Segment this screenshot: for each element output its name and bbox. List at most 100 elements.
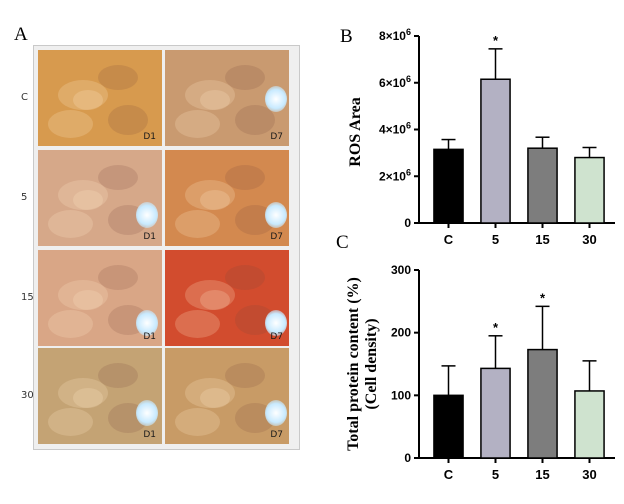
light-glare xyxy=(136,400,158,426)
cell-cluster xyxy=(200,190,230,210)
day-label: D1 xyxy=(143,232,156,242)
micrograph-tile: D1 xyxy=(38,150,162,246)
y-tick-exponent: 6 xyxy=(406,167,411,177)
cell-cluster xyxy=(98,165,138,190)
cell-cluster xyxy=(48,210,93,238)
light-glare xyxy=(265,400,287,426)
cell-cluster xyxy=(225,363,265,388)
cell-cluster xyxy=(108,105,148,135)
cell-cluster xyxy=(185,80,235,110)
cell-cluster xyxy=(98,265,138,290)
bar xyxy=(574,156,605,224)
day-label: D1 xyxy=(143,132,156,142)
bar xyxy=(574,390,605,459)
cell-cluster xyxy=(225,65,265,90)
y-axis-label: Total protein content (%) xyxy=(345,277,362,451)
day-label: D7 xyxy=(270,232,283,242)
cell-cluster xyxy=(73,90,103,110)
panel-c-letter: C xyxy=(336,232,349,253)
y-tick-label: 0 xyxy=(404,216,411,230)
cell-cluster xyxy=(175,310,220,338)
bar xyxy=(527,147,558,224)
y-tick-label: 2×106 xyxy=(379,167,411,183)
light-glare xyxy=(265,310,287,336)
cell-cluster xyxy=(200,388,230,408)
micrograph-tile: D1 xyxy=(38,348,162,444)
cell-cluster xyxy=(175,210,220,238)
micrograph-tile: D7 xyxy=(165,348,289,444)
light-glare xyxy=(136,310,158,336)
y-tick-label: 0 xyxy=(404,451,411,465)
significance-marker: * xyxy=(493,33,499,48)
x-tick-label: C xyxy=(444,467,454,482)
cell-cluster xyxy=(225,165,265,190)
cell-cluster xyxy=(48,310,93,338)
cell-cluster xyxy=(225,265,265,290)
cell-cluster xyxy=(200,90,230,110)
day-label: D1 xyxy=(143,332,156,342)
y-tick-label: 200 xyxy=(391,326,411,340)
bar xyxy=(527,348,558,459)
significance-marker: * xyxy=(493,320,499,335)
cell-cluster xyxy=(185,378,235,408)
micrograph-tile: D7 xyxy=(165,50,289,146)
x-tick-label: 15 xyxy=(535,232,549,247)
y-tick-exponent: 6 xyxy=(406,27,411,37)
day-label: D1 xyxy=(143,430,156,440)
row-label: 15 xyxy=(21,292,34,303)
light-glare xyxy=(265,202,287,228)
x-tick-label: 5 xyxy=(492,467,499,482)
y-axis-label: (Cell density) xyxy=(363,318,380,409)
cell-cluster xyxy=(58,378,108,408)
day-label: D7 xyxy=(270,132,283,142)
x-tick-label: 30 xyxy=(582,467,596,482)
day-label: D7 xyxy=(270,332,283,342)
cell-cluster xyxy=(48,110,93,138)
y-axis-label: ROS Area xyxy=(347,97,364,166)
x-tick-label: 30 xyxy=(582,232,596,247)
micrograph-tile: D7 xyxy=(165,150,289,246)
cell-cluster xyxy=(48,408,93,436)
cell-cluster xyxy=(235,105,275,135)
micrograph-tile: D1 xyxy=(38,250,162,346)
panel-b-letter: B xyxy=(340,26,353,47)
protein-content-chart: 0 100 200 300 C * 5 * 15 30 Total protein content … xyxy=(345,263,615,482)
micrograph-tile: D7 xyxy=(165,250,289,346)
y-tick-exponent: 6 xyxy=(406,121,411,131)
x-tick-label: 5 xyxy=(492,232,499,247)
cell-cluster xyxy=(58,180,108,210)
bar xyxy=(433,148,464,224)
y-tick-label: 100 xyxy=(391,388,411,402)
x-tick-label: 15 xyxy=(535,467,549,482)
cell-cluster xyxy=(175,110,220,138)
significance-marker: * xyxy=(540,290,546,305)
x-tick-label: C xyxy=(444,232,454,247)
cell-cluster xyxy=(98,65,138,90)
cell-cluster xyxy=(58,280,108,310)
y-tick-exponent: 6 xyxy=(406,74,411,84)
row-label: 30 xyxy=(21,390,34,401)
light-glare xyxy=(265,86,287,112)
row-label: C xyxy=(21,92,28,103)
cell-cluster xyxy=(185,180,235,210)
bar xyxy=(480,78,511,224)
cell-cluster xyxy=(98,363,138,388)
cell-cluster xyxy=(175,408,220,436)
light-glare xyxy=(136,202,158,228)
cell-cluster xyxy=(73,388,103,408)
ros-area-chart: 0 2×106 4×106 6×106 8×106 C * 5 15 30 ROS Area xyxy=(347,27,615,247)
cell-cluster xyxy=(58,80,108,110)
bar xyxy=(433,394,464,459)
y-tick-label: 8×106 xyxy=(379,27,411,43)
y-tick-label: 300 xyxy=(391,263,411,277)
cell-cluster xyxy=(73,290,103,310)
row-label: 5 xyxy=(21,192,28,203)
micrograph-grid: C D1 D7 5 D1 D7 15 D1 D7 30 D1 D7 xyxy=(21,45,300,450)
y-tick-label: 6×106 xyxy=(379,74,411,90)
day-label: D7 xyxy=(270,430,283,440)
micrograph-tile: D1 xyxy=(38,50,162,146)
bar xyxy=(480,367,511,459)
y-tick-label: 4×106 xyxy=(379,121,411,137)
cell-cluster xyxy=(200,290,230,310)
